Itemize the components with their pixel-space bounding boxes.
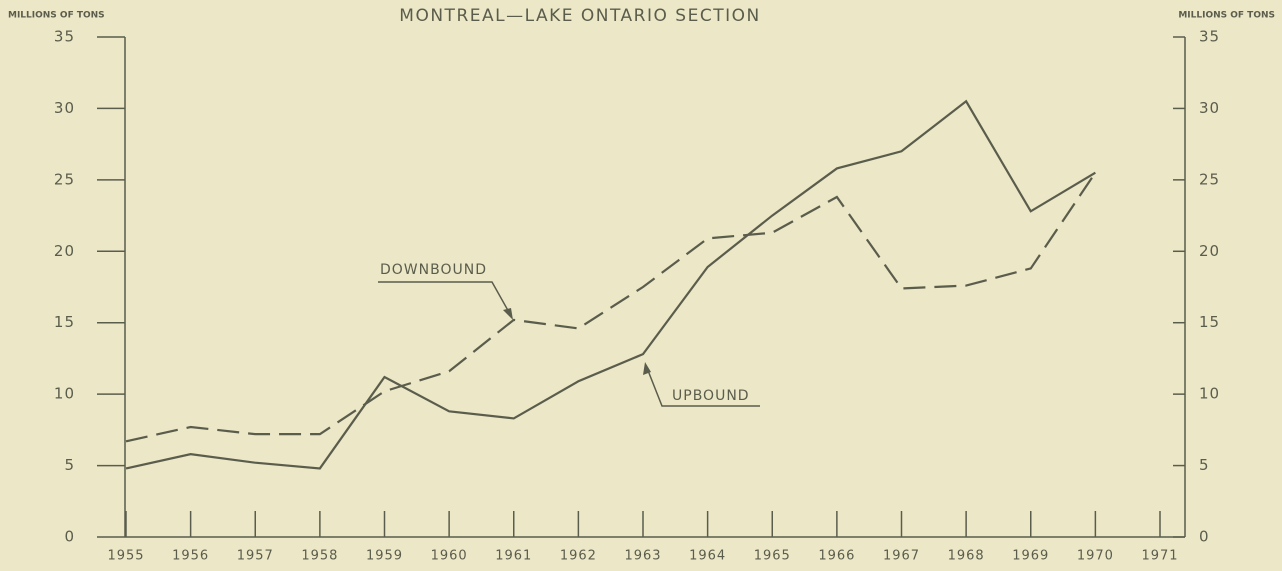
y-tick-label: 0 [64,528,75,546]
y-tick-label: 15 [54,313,75,331]
y-tick-label: 35 [54,28,75,46]
y2-tick-label: 0 [1199,528,1210,546]
y2-tick-label: 15 [1199,313,1220,331]
data-line [125,99,1096,470]
y2-tick-label: 5 [1199,456,1210,474]
x-tick-label: 1957 [237,549,274,564]
y2-tick-label: 10 [1199,385,1220,403]
y2-tick-label: 30 [1199,99,1220,117]
x-tick-label: 1961 [495,549,532,564]
y-tick-label: 30 [54,99,75,117]
arrow-head [643,362,651,375]
x-tick-label: 1965 [754,549,791,564]
x-tick-label: 1958 [301,549,338,564]
y-axis-label: MILLIONS OF TONS [8,11,105,21]
arrow-head [503,308,513,320]
y-tick-label: 25 [54,170,75,188]
x-tick-label: 1964 [689,549,726,564]
y2-tick-label: 20 [1199,242,1220,260]
x-tick-label: 1966 [818,549,855,564]
x-tick-label: 1959 [366,549,403,564]
x-tick-label: 1968 [948,549,985,564]
x-tick-label: 1967 [883,549,920,564]
y2-tick-label: 25 [1199,170,1220,188]
y-tick-label: 10 [54,385,75,403]
annotation-arrow [378,281,511,315]
x-tick-label: 1963 [624,549,661,564]
y2-tick-label: 35 [1199,28,1220,46]
x-tick-label: 1969 [1012,549,1049,564]
y-tick-label: 5 [64,456,75,474]
chart-title: MONTREAL—LAKE ONTARIO SECTION [399,6,760,26]
series-label: UPBOUND [672,388,750,404]
y2-axis-label: MILLIONS OF TONS [1178,11,1275,21]
data-line [125,172,1097,443]
series-label: DOWNBOUND [380,262,487,278]
x-tick-label: 1955 [107,549,144,564]
x-tick-label: 1970 [1077,549,1114,564]
annotation-arrow [646,367,760,407]
y-tick-label: 20 [54,242,75,260]
x-tick-label: 1962 [560,549,597,564]
x-tick-label: 1956 [172,549,209,564]
x-tick-label: 1960 [431,549,468,564]
x-tick-label: 1971 [1141,549,1178,564]
